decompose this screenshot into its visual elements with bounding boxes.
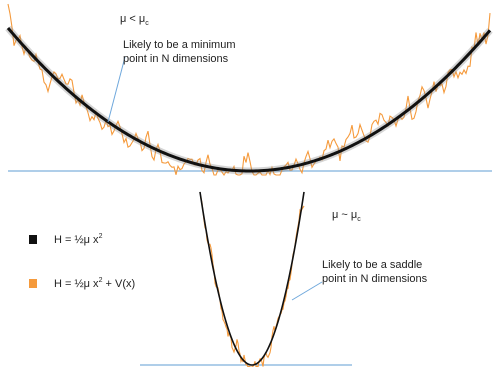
bottom-panel: μ ~ μc Likely to be a saddle point in N … bbox=[140, 191, 428, 367]
top-condition-label: μ < μc bbox=[120, 13, 149, 27]
bottom-annotation-line2: point in N dimensions bbox=[322, 273, 428, 285]
top-annotation-line1: Likely to be a minimum bbox=[123, 39, 236, 51]
top-panel: μ < μc Likely to be a minimum point in N… bbox=[5, 3, 493, 177]
legend-label-parabola: H = ½μ x2 bbox=[54, 233, 103, 246]
top-parabola bbox=[6, 27, 492, 173]
legend-label-noisy: H = ½μ x2 + V(x) bbox=[54, 277, 135, 290]
top-annotation-pointer bbox=[107, 56, 126, 123]
legend: H = ½μ x2 H = ½μ x2 + V(x) bbox=[29, 233, 135, 290]
bottom-annotation-pointer bbox=[291, 281, 323, 301]
top-annotation-line2: point in N dimensions bbox=[123, 53, 229, 65]
legend-swatch-noisy bbox=[29, 279, 37, 288]
legend-swatch-parabola bbox=[29, 235, 37, 244]
bottom-condition-label: μ ~ μc bbox=[332, 209, 361, 223]
top-noisy-curve bbox=[7, 3, 491, 177]
bottom-parabola bbox=[199, 191, 305, 366]
bottom-annotation-line1: Likely to be a saddle bbox=[322, 259, 422, 271]
